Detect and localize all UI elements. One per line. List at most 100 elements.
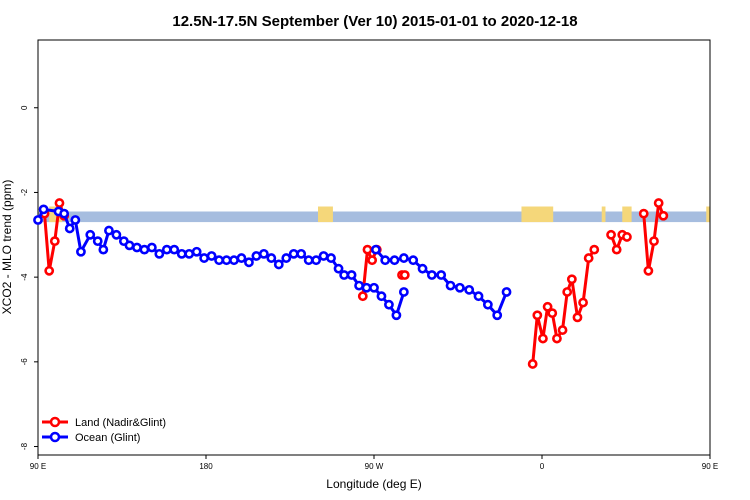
land-series-point xyxy=(606,229,616,240)
ocean-series-point xyxy=(199,253,210,263)
band-land-span xyxy=(318,206,333,223)
ocean-series-point xyxy=(59,208,70,219)
ocean-series-point xyxy=(492,310,503,321)
land-series-point xyxy=(658,210,669,221)
ocean-series-point xyxy=(176,248,187,259)
land-series-point xyxy=(653,198,664,208)
y-tick-label: -4 xyxy=(20,273,29,281)
ocean-series-point xyxy=(398,287,409,297)
x-tick-label: 0 xyxy=(540,462,545,471)
ocean-series-point xyxy=(33,215,43,225)
ocean-series-point xyxy=(64,223,75,234)
land-series-point xyxy=(557,325,568,335)
land-series-point xyxy=(566,274,577,285)
ocean-series-point xyxy=(281,253,292,263)
ocean-series-point xyxy=(124,240,135,251)
band-land-span xyxy=(521,206,554,223)
ocean-series-point xyxy=(436,270,447,280)
land-series-point xyxy=(572,312,583,323)
x-tick-label: 180 xyxy=(199,462,213,471)
band-ocean xyxy=(38,211,710,223)
ocean-series-point xyxy=(391,310,402,321)
land-series-point xyxy=(562,287,573,297)
land-series-point xyxy=(399,270,410,280)
ocean-series-point xyxy=(38,204,49,215)
ocean-series-point xyxy=(104,225,114,236)
surface-type-band xyxy=(38,206,710,223)
ocean-series-point xyxy=(229,255,239,266)
band-land-span xyxy=(601,206,606,223)
legend-item-land: Land (Nadir&Glint) xyxy=(42,416,166,429)
ocean-series-point xyxy=(70,215,81,225)
land-series-point xyxy=(357,291,368,302)
legend: Land (Nadir&Glint) Ocean (Glint) xyxy=(42,416,166,444)
legend-label-ocean: Ocean (Glint) xyxy=(75,432,140,444)
ocean-series-point xyxy=(354,280,364,291)
ocean-series-point xyxy=(482,299,493,310)
ocean-series-point xyxy=(146,242,157,253)
x-tick-label: 90 E xyxy=(30,462,46,471)
ocean-series-point xyxy=(111,229,122,240)
ocean-series-point xyxy=(92,236,103,247)
y-axis-label: XCO2 - MLO trend (ppm) xyxy=(0,180,14,315)
land-series-point xyxy=(542,301,553,312)
axes: 90 E 180 90 W 0 90 E 0 -2 -4 -6 -8 xyxy=(20,105,718,471)
y-tick-label: -2 xyxy=(20,188,29,196)
land-series-point xyxy=(643,265,654,276)
ocean-series-point xyxy=(85,229,96,240)
ocean-series-point xyxy=(454,282,465,293)
ocean-series-point xyxy=(445,280,456,291)
ocean-series-point xyxy=(236,253,247,263)
ocean-series-point xyxy=(154,248,165,259)
chart-title: 12.5N-17.5N September (Ver 10) 2015-01-0… xyxy=(172,13,577,30)
land-series-point xyxy=(532,310,543,321)
ocean-series-point xyxy=(303,255,314,266)
land-series-line xyxy=(361,248,379,297)
land-series-point xyxy=(649,236,659,247)
ocean-series-point xyxy=(426,270,437,280)
ocean-series-point xyxy=(311,255,322,266)
land-series-point xyxy=(44,265,55,276)
ocean-series-point xyxy=(98,244,109,255)
ocean-series-point xyxy=(370,244,381,255)
land-series-point xyxy=(578,297,588,308)
band-land-span xyxy=(706,206,710,223)
legend-item-ocean: Ocean (Glint) xyxy=(42,431,140,444)
band-land-span xyxy=(622,206,632,223)
ocean-series-point xyxy=(132,242,142,253)
y-tick-label: 0 xyxy=(20,105,29,110)
ocean-series-point xyxy=(244,257,254,268)
land-series-point xyxy=(54,198,65,208)
x-axis-label: Longitude (deg E) xyxy=(326,477,421,491)
land-series-point xyxy=(362,244,373,255)
ocean-series-point xyxy=(339,270,350,280)
land-series-point xyxy=(622,232,632,242)
ocean-series-point xyxy=(288,248,299,259)
ocean-series-point xyxy=(139,244,150,255)
ocean-series-point xyxy=(369,282,379,293)
land-series-point xyxy=(538,333,548,344)
ocean-series-point xyxy=(361,282,372,293)
ocean-series-point xyxy=(273,259,284,270)
land-series-point xyxy=(552,333,562,344)
ocean-series-point xyxy=(326,253,336,263)
ocean-series-point xyxy=(346,270,357,280)
ocean-series-point xyxy=(76,246,86,257)
land-series-point xyxy=(638,208,649,219)
x-tick-label: 90 E xyxy=(702,462,718,471)
ocean-series-point xyxy=(169,244,180,255)
ocean-series-point xyxy=(417,263,428,274)
ocean-series-point xyxy=(266,253,277,263)
ocean-series-point xyxy=(161,244,172,255)
ocean-series-point xyxy=(191,246,202,257)
ocean-series-point xyxy=(380,255,391,266)
ocean-series-point xyxy=(206,251,217,261)
ocean-series-point xyxy=(318,251,329,261)
y-tick-label: -6 xyxy=(20,358,29,366)
x-tick-label: 90 W xyxy=(365,462,384,471)
ocean-series-point xyxy=(184,248,195,259)
series-layer xyxy=(33,198,669,369)
ocean-series-point xyxy=(258,248,269,259)
land-series-point xyxy=(611,244,622,255)
ocean-series-point xyxy=(214,255,224,266)
